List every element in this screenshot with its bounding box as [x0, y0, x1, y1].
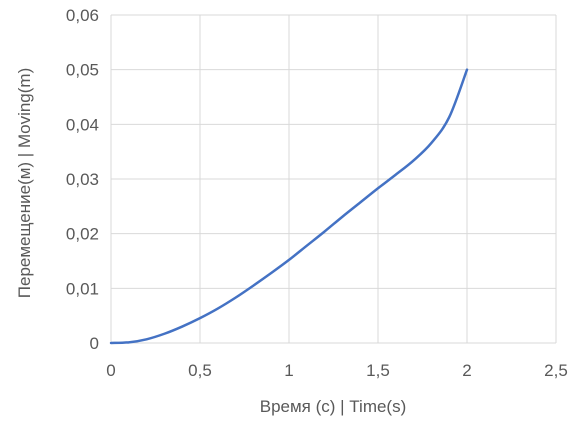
x-tick-label: 1,5: [366, 361, 390, 380]
y-tick-label: 0: [90, 334, 99, 353]
x-tick-label: 2,5: [544, 361, 568, 380]
grid: [110, 14, 557, 344]
y-tick-label: 0,04: [66, 115, 99, 134]
x-tick-label: 2: [462, 361, 471, 380]
y-tick-label: 0,01: [66, 279, 99, 298]
x-tick-label: 0: [106, 361, 115, 380]
y-axis-label: Перемещение(м) | Moving(m): [15, 68, 34, 298]
y-tick-label: 0,06: [66, 6, 99, 25]
series-layer: [109, 68, 469, 345]
y-tick-label: 0,05: [66, 61, 99, 80]
x-tick-label: 0,5: [188, 361, 212, 380]
y-tick-label: 0,03: [66, 170, 99, 189]
series-line: [109, 68, 469, 345]
x-tick-label: 1: [284, 361, 293, 380]
y-tick-label: 0,02: [66, 225, 99, 244]
x-axis-ticks: 0 0,5 1 1,5 2 2,5: [106, 361, 568, 380]
y-axis-ticks: 0 0,01 0,02 0,03 0,04 0,05 0,06: [66, 6, 99, 353]
x-axis-label: Время (с) | Time(s): [260, 397, 407, 416]
